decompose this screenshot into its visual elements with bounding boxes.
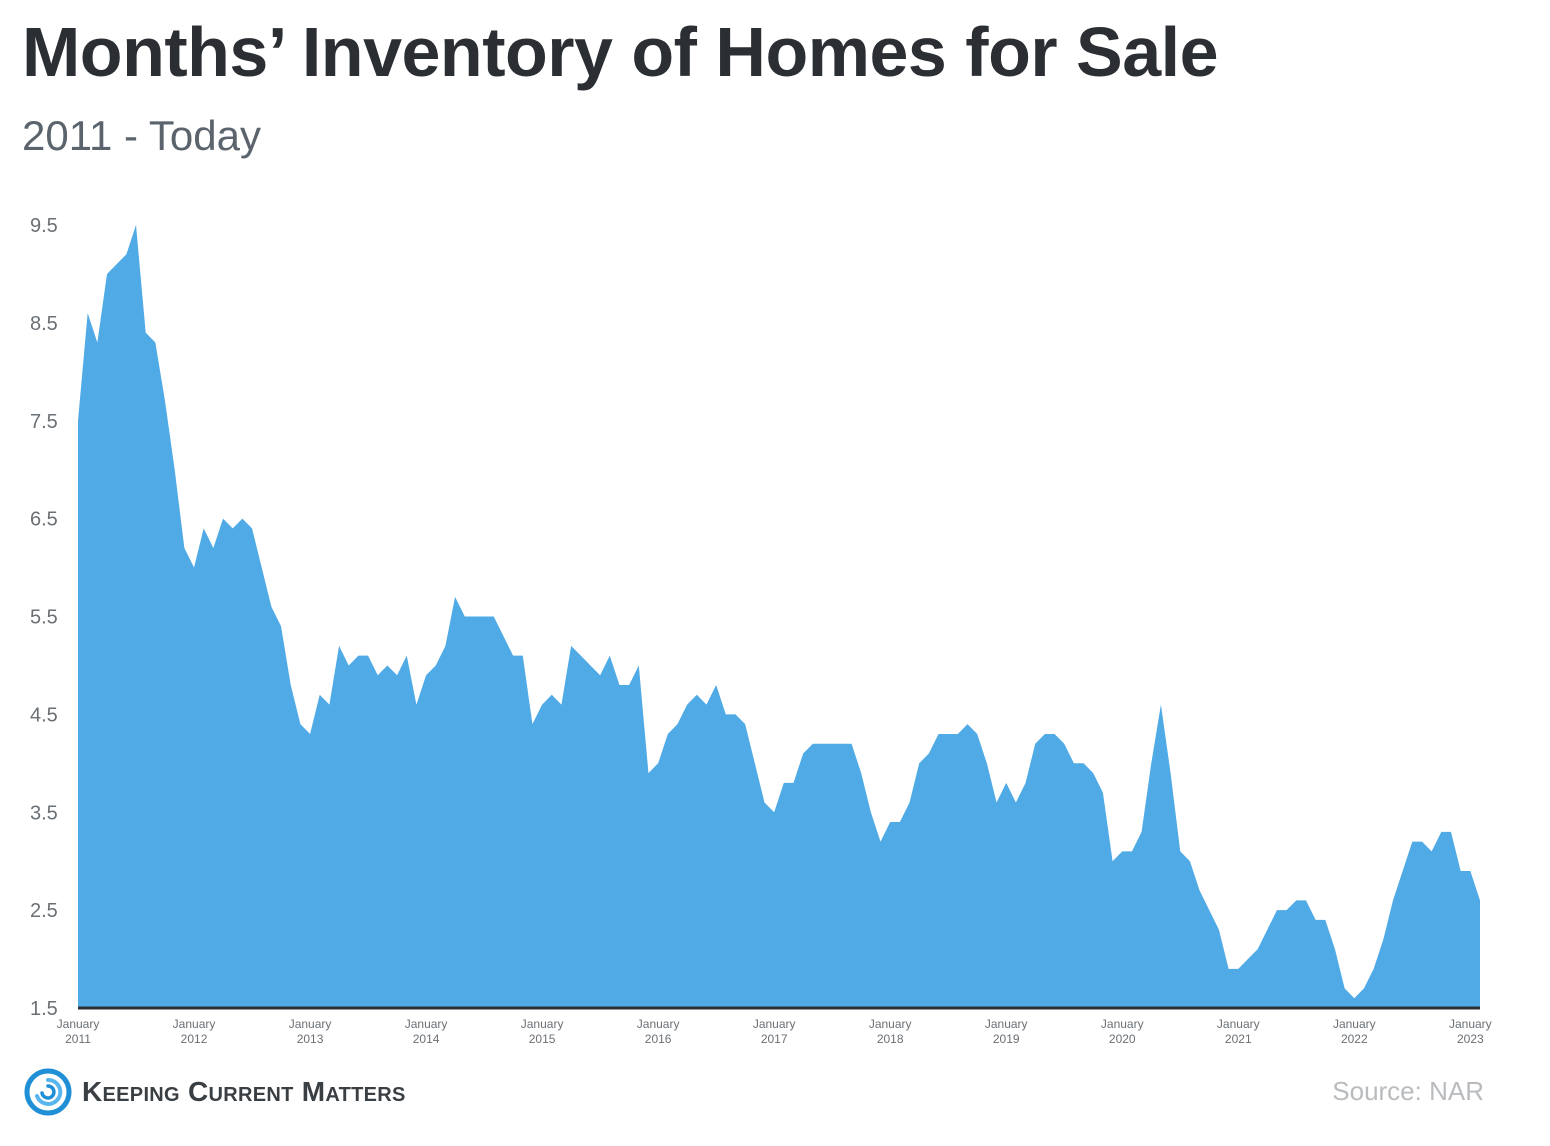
x-tick-month: January (1449, 1017, 1492, 1031)
x-tick-year: 2014 (413, 1032, 440, 1046)
y-tick-label: 4.5 (30, 704, 58, 726)
x-tick-month: January (1101, 1017, 1144, 1031)
x-tick-month: January (521, 1017, 564, 1031)
y-tick-label: 1.5 (30, 998, 58, 1020)
area-layer (78, 225, 1480, 1010)
x-tick-month: January (1217, 1017, 1260, 1031)
x-tick-year: 2020 (1109, 1032, 1136, 1046)
x-tick-year: 2021 (1225, 1032, 1252, 1046)
x-axis: January2011January2012January2013January… (57, 1017, 1492, 1046)
x-tick-month: January (57, 1017, 100, 1031)
x-tick-month: January (753, 1017, 796, 1031)
x-tick-year: 2012 (181, 1032, 208, 1046)
y-axis: 9.5 8.5 7.5 6.5 5.5 4.5 3.5 2.5 1.5 (30, 215, 58, 1020)
y-tick-label: 5.5 (30, 607, 58, 629)
x-tick-month: January (985, 1017, 1028, 1031)
brand-logo: Keeping Current Matters (24, 1068, 406, 1116)
inventory-area (78, 225, 1480, 1008)
x-tick-month: January (637, 1017, 680, 1031)
months-inventory-area-chart: 9.58.57.56.55.54.53.52.51.5 January2011J… (30, 215, 1492, 1046)
x-tick-year: 2016 (645, 1032, 672, 1046)
y-tick-label: 8.5 (30, 313, 58, 335)
x-tick-year: 2018 (877, 1032, 904, 1046)
y-tick-label: 2.5 (30, 900, 58, 922)
x-tick-month: January (1333, 1017, 1376, 1031)
y-tick-label: 9.5 (30, 215, 58, 237)
swirl-logo-icon (24, 1068, 72, 1116)
x-tick-year: 2017 (761, 1032, 788, 1046)
x-tick-year: 2015 (529, 1032, 556, 1046)
x-tick-year: 2022 (1341, 1032, 1368, 1046)
source-label: Source: NAR (1332, 1076, 1484, 1106)
page-subtitle: 2011 - Today (22, 112, 261, 159)
x-tick-year: 2011 (65, 1032, 91, 1046)
page-title: Months’ Inventory of Homes for Sale (22, 13, 1219, 91)
y-tick-label: 3.5 (30, 802, 58, 824)
y-tick-label: 7.5 (30, 411, 58, 433)
x-tick-year: 2019 (993, 1032, 1020, 1046)
x-tick-year: 2023 (1457, 1032, 1484, 1046)
x-tick-year: 2013 (297, 1032, 324, 1046)
y-tick-label: 6.5 (30, 509, 58, 531)
x-tick-month: January (173, 1017, 216, 1031)
x-tick-month: January (869, 1017, 912, 1031)
x-tick-month: January (289, 1017, 332, 1031)
x-tick-month: January (405, 1017, 448, 1031)
brand-name: Keeping Current Matters (82, 1076, 406, 1107)
